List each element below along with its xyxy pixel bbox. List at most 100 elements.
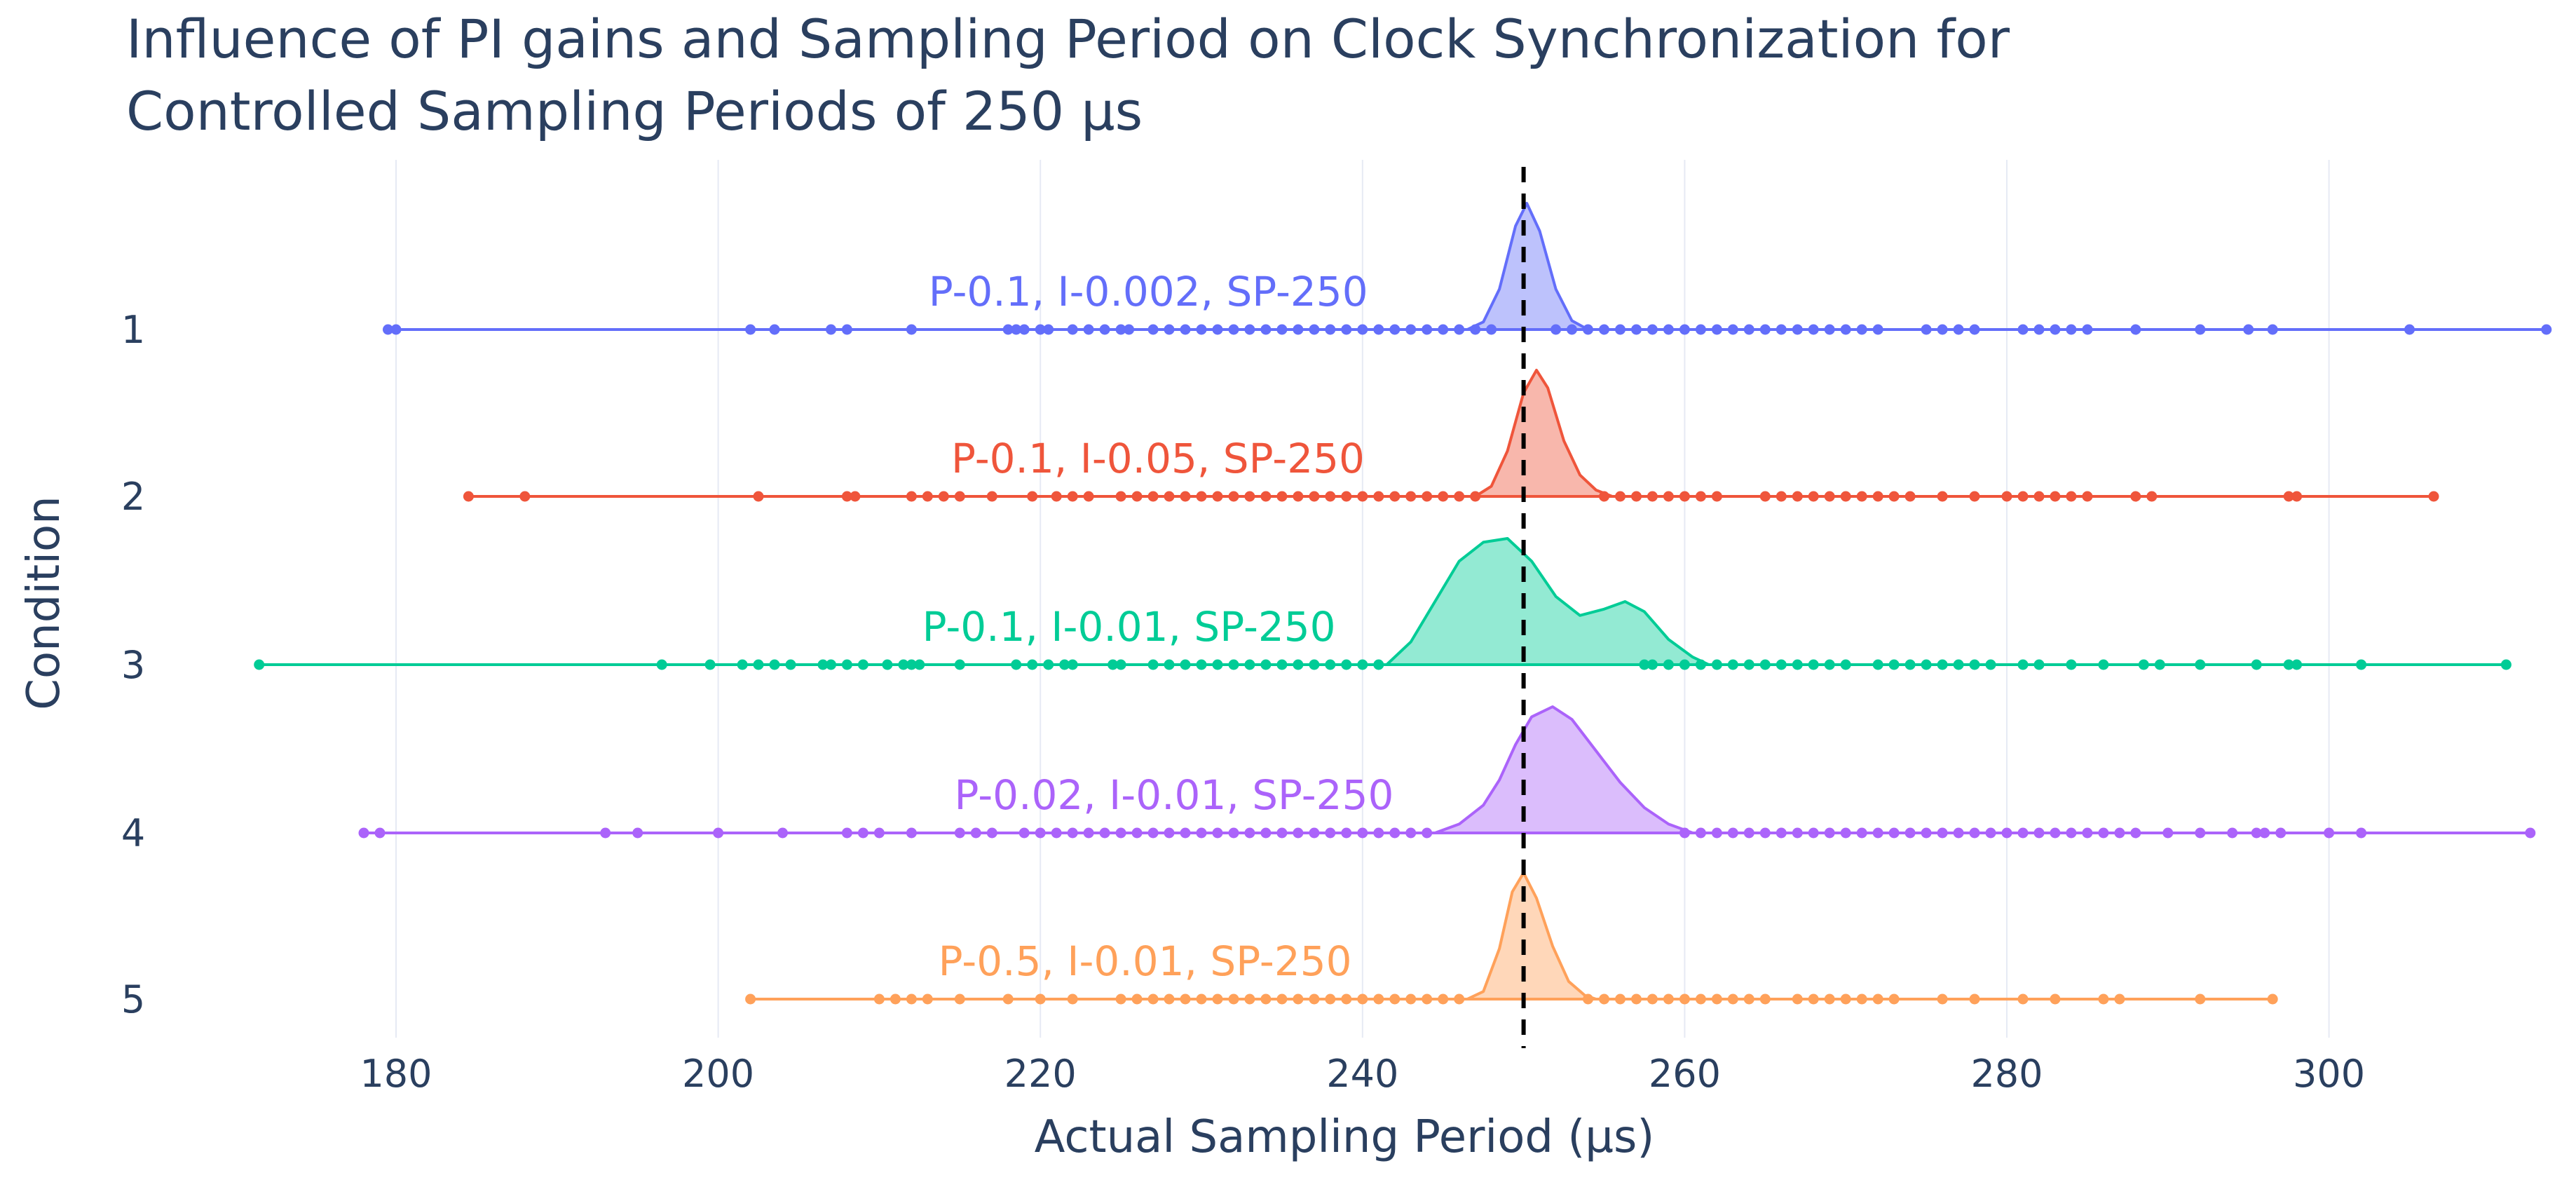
data-point-2-54 xyxy=(1904,491,1916,502)
data-point-5-4 xyxy=(922,993,933,1005)
data-point-3-27 xyxy=(1212,659,1223,670)
data-point-2-33 xyxy=(1422,491,1433,502)
data-point-4-2 xyxy=(600,827,611,839)
data-point-5-14 xyxy=(1196,993,1207,1005)
data-point-4-74 xyxy=(2324,827,2335,839)
data-point-5-29 xyxy=(1438,993,1449,1005)
data-point-4-13 xyxy=(1018,827,1030,839)
data-point-1-68 xyxy=(2082,324,2093,335)
data-point-4-32 xyxy=(1325,827,1336,839)
data-point-2-53 xyxy=(1888,491,1900,502)
data-point-5-20 xyxy=(1293,993,1304,1005)
data-point-3-10 xyxy=(857,659,868,670)
data-point-4-36 xyxy=(1389,827,1401,839)
data-point-1-57 xyxy=(1840,324,1851,335)
data-point-4-3 xyxy=(632,827,643,839)
series-label-3: P-0.1, I-0.01, SP-250 xyxy=(922,603,1336,651)
data-point-5-12 xyxy=(1164,993,1175,1005)
data-point-1-47 xyxy=(1679,324,1690,335)
data-point-1-73 xyxy=(2404,324,2415,335)
data-point-3-21 xyxy=(1108,659,1119,670)
data-point-3-42 xyxy=(1695,659,1706,670)
data-point-1-26 xyxy=(1293,324,1304,335)
data-point-1-31 xyxy=(1373,324,1384,335)
data-point-2-61 xyxy=(2066,491,2077,502)
data-point-2-7 xyxy=(938,491,949,502)
data-point-4-21 xyxy=(1147,827,1159,839)
data-point-5-32 xyxy=(1599,993,1609,1005)
data-point-1-43 xyxy=(1615,324,1626,335)
data-point-2-37 xyxy=(1599,491,1609,502)
data-point-3-46 xyxy=(1759,659,1771,670)
data-point-5-31 xyxy=(1583,993,1593,1005)
data-point-3-31 xyxy=(1276,659,1288,670)
data-point-3-5 xyxy=(769,659,780,670)
data-point-2-59 xyxy=(2033,491,2045,502)
density-shape-1 xyxy=(1466,202,1590,331)
data-point-4-30 xyxy=(1293,827,1304,839)
data-point-4-51 xyxy=(1872,827,1883,839)
data-point-3-63 xyxy=(2098,659,2109,670)
data-point-4-28 xyxy=(1260,827,1272,839)
data-point-1-32 xyxy=(1389,324,1401,335)
data-point-5-23 xyxy=(1341,993,1352,1005)
data-point-4-7 xyxy=(857,827,868,839)
data-point-1-61 xyxy=(1937,324,1948,335)
data-point-5-1 xyxy=(873,993,885,1005)
data-point-2-64 xyxy=(2146,491,2158,502)
data-point-2-16 xyxy=(1147,491,1159,502)
data-point-1-27 xyxy=(1309,324,1320,335)
data-point-1-16 xyxy=(1124,324,1135,335)
data-point-2-21 xyxy=(1228,491,1239,502)
data-point-2-1 xyxy=(519,491,531,502)
data-point-1-5 xyxy=(841,324,852,335)
data-point-4-68 xyxy=(2162,827,2174,839)
data-point-5-25 xyxy=(1373,993,1384,1005)
data-point-3-33 xyxy=(1309,659,1320,670)
density-shape-2 xyxy=(1473,369,1614,498)
data-point-4-35 xyxy=(1373,827,1384,839)
data-point-1-71 xyxy=(2243,324,2254,335)
data-point-2-17 xyxy=(1164,491,1175,502)
data-point-1-19 xyxy=(1180,324,1191,335)
data-point-4-60 xyxy=(2017,827,2029,839)
data-point-4-50 xyxy=(1856,827,1867,839)
data-point-2-22 xyxy=(1244,491,1255,502)
data-point-3-16 xyxy=(1011,659,1022,670)
data-point-3-37 xyxy=(1373,659,1384,670)
y-tick-label-3: 3 xyxy=(121,643,145,687)
data-point-4-61 xyxy=(2033,827,2045,839)
x-axis-ticks: 180200220240260280300320 xyxy=(360,1052,2365,1096)
data-point-4-67 xyxy=(2130,827,2141,839)
data-point-2-30 xyxy=(1373,491,1384,502)
data-point-5-3 xyxy=(906,993,917,1005)
x-tick-label-260: 260 xyxy=(1649,1052,1721,1096)
data-point-5-22 xyxy=(1325,993,1336,1005)
data-point-2-3 xyxy=(841,491,852,502)
data-point-3-71 xyxy=(2500,659,2512,670)
data-point-5-53 xyxy=(2050,993,2061,1005)
data-point-3-52 xyxy=(1872,659,1883,670)
x-tick-label-280: 280 xyxy=(1970,1052,2043,1096)
data-point-4-14 xyxy=(1035,827,1046,839)
data-point-1-51 xyxy=(1743,324,1754,335)
data-point-1-20 xyxy=(1196,324,1207,335)
trace-labels: P-0.1, I-0.002, SP-250 P-0.1, I-0.05, SP-… xyxy=(922,268,1394,985)
violin-traces xyxy=(254,202,2552,1005)
data-point-4-46 xyxy=(1792,827,1803,839)
data-point-3-50 xyxy=(1824,659,1835,670)
data-point-4-0 xyxy=(358,827,369,839)
data-point-2-51 xyxy=(1856,491,1867,502)
density-shape-4 xyxy=(1433,705,1694,834)
y-axis-ticks: 1 2 3 4 5 xyxy=(121,308,145,1022)
data-point-4-63 xyxy=(2066,827,2077,839)
data-point-1-18 xyxy=(1164,324,1175,335)
data-point-1-41 xyxy=(1583,324,1593,335)
y-tick-label-5: 5 xyxy=(121,977,145,1022)
data-point-4-4 xyxy=(713,827,724,839)
data-point-5-55 xyxy=(2114,993,2125,1005)
data-point-4-24 xyxy=(1196,827,1207,839)
data-point-4-56 xyxy=(1953,827,1964,839)
data-point-3-53 xyxy=(1888,659,1900,670)
data-point-3-61 xyxy=(2033,659,2045,670)
